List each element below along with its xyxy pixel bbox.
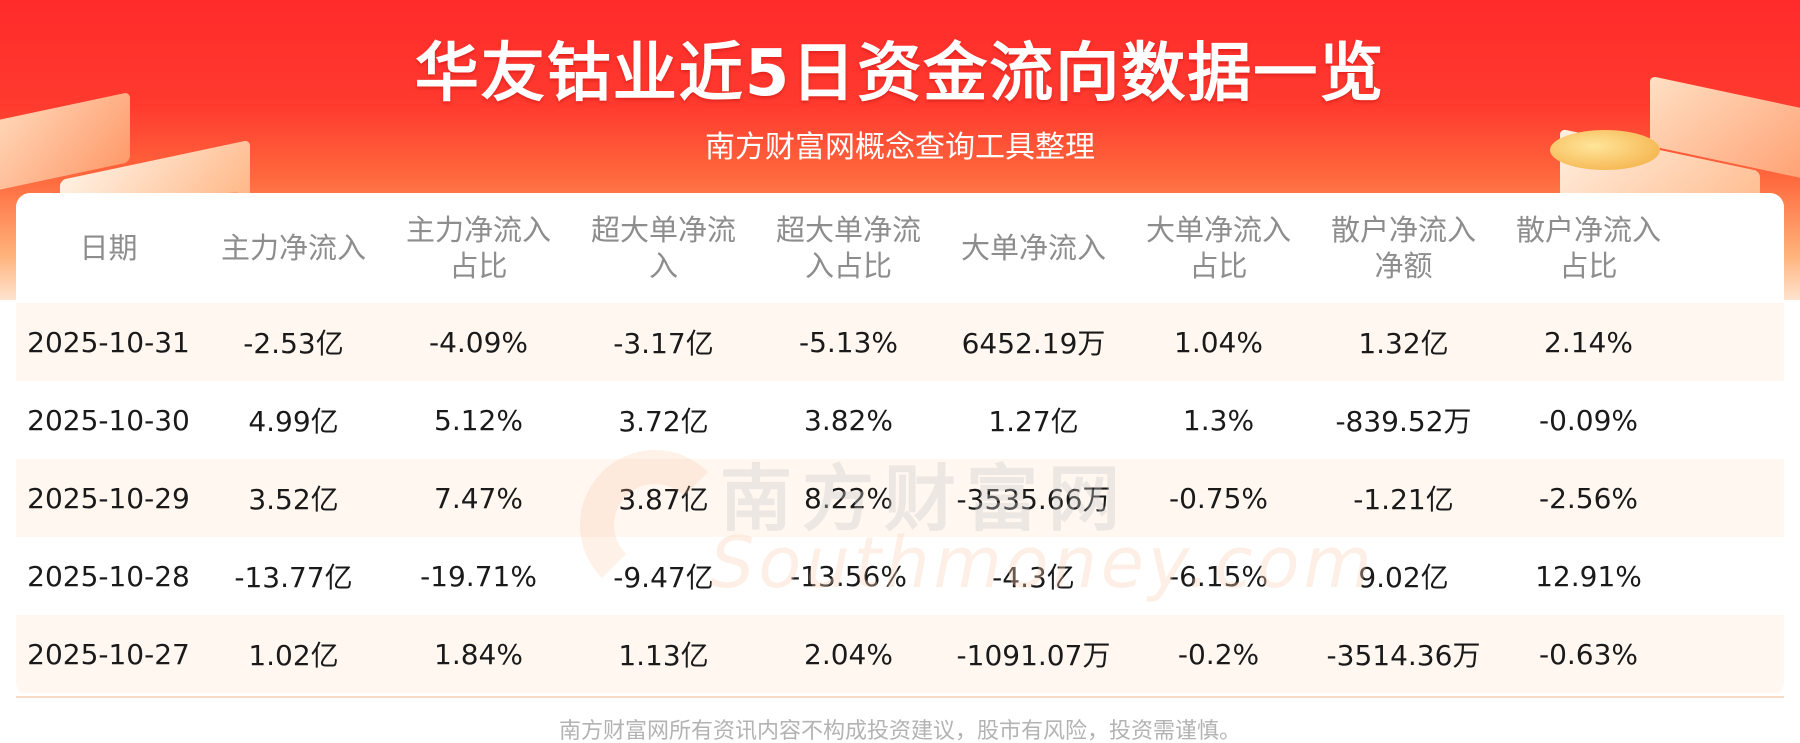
- cell-value: 2.04%: [804, 637, 893, 671]
- cell-value: 3.82%: [804, 403, 893, 437]
- table-row: 2025-10-28 -13.77亿 -19.71% -9.47亿 -13.56…: [16, 537, 1784, 615]
- cell-value: 6452.19万: [961, 327, 1106, 360]
- column-header-large-inflow: 大单净流入: [960, 231, 1106, 265]
- cell-date: 2025-10-31: [27, 325, 190, 359]
- cell-value: 3.72亿: [618, 405, 709, 438]
- column-header-main-ratio: 主力净流入 占比: [405, 213, 551, 283]
- footer-divider: [16, 696, 1784, 698]
- cell-value: 4.99亿: [248, 405, 339, 438]
- column-header-retail-ratio: 散户净流入 占比: [1515, 213, 1661, 283]
- cell-value: 1.32亿: [1358, 327, 1449, 360]
- cell-date: 2025-10-28: [27, 559, 190, 593]
- cell-value: -9.47亿: [613, 561, 714, 594]
- table-row: 2025-10-29 3.52亿 7.47% 3.87亿 8.22% -3535…: [16, 459, 1784, 537]
- cell-value: -3.17亿: [613, 327, 714, 360]
- column-header-xl-ratio: 超大单净流 入占比: [775, 213, 921, 283]
- cell-value: -13.56%: [790, 559, 907, 593]
- cell-value: -2.53亿: [243, 327, 344, 360]
- cell-date: 2025-10-27: [27, 637, 190, 671]
- cell-value: 1.27亿: [988, 405, 1079, 438]
- table-header: 日期 主力净流入 主力净流入 占比 超大单净流 入 超大单净流 入占比 大单净流…: [16, 193, 1784, 303]
- cell-value: -4.3亿: [992, 561, 1075, 594]
- cell-value: -839.52万: [1335, 405, 1472, 438]
- data-table-card: 日期 主力净流入 主力净流入 占比 超大单净流 入 超大单净流 入占比 大单净流…: [16, 193, 1784, 696]
- cell-value: 7.47%: [434, 481, 523, 515]
- cell-value: 1.3%: [1182, 403, 1255, 437]
- column-header-retail-net: 散户净流入 净额: [1330, 213, 1476, 283]
- cell-value: -5.13%: [798, 325, 899, 359]
- cell-date: 2025-10-30: [27, 403, 190, 437]
- page-title: 华友钴业近5日资金流向数据一览: [414, 37, 1386, 111]
- footer-disclaimer: 南方财富网所有资讯内容不构成投资建议，股市有风险，投资需谨慎。: [558, 719, 1241, 743]
- cell-date: 2025-10-29: [27, 481, 190, 515]
- page-subtitle: 南方财富网概念查询工具整理: [705, 130, 1095, 165]
- cell-value: -6.15%: [1168, 559, 1269, 593]
- cell-value: -19.71%: [420, 559, 537, 593]
- table-row: 2025-10-31 -2.53亿 -4.09% -3.17亿 -5.13% 6…: [16, 303, 1784, 381]
- cell-value: 3.87亿: [618, 483, 709, 516]
- column-header-xl-inflow: 超大单净流 入: [590, 213, 736, 283]
- cell-value: 1.02亿: [248, 639, 339, 672]
- gold-coin-icon: [1550, 130, 1660, 170]
- cell-value: -1.21亿: [1353, 483, 1454, 516]
- table-row: 2025-10-30 4.99亿 5.12% 3.72亿 3.82% 1.27亿…: [16, 381, 1784, 459]
- cell-value: -1091.07万: [956, 639, 1111, 672]
- table-row: 2025-10-27 1.02亿 1.84% 1.13亿 2.04% -1091…: [16, 615, 1784, 693]
- column-header-main-inflow: 主力净流入: [220, 231, 366, 265]
- cell-value: 8.22%: [804, 481, 893, 515]
- cell-value: -0.63%: [1538, 637, 1639, 671]
- column-header-large-ratio: 大单净流入 占比: [1145, 213, 1291, 283]
- cell-value: -4.09%: [428, 325, 529, 359]
- cell-value: 1.13亿: [618, 639, 709, 672]
- cell-value: -0.75%: [1168, 481, 1269, 515]
- cell-value: -3535.66万: [956, 483, 1111, 516]
- column-header-date: 日期: [79, 231, 138, 265]
- cell-value: 12.91%: [1535, 559, 1642, 593]
- cell-value: -0.2%: [1177, 637, 1260, 671]
- cell-value: -13.77亿: [234, 561, 353, 594]
- cell-value: -3514.36万: [1326, 639, 1481, 672]
- cell-value: 1.04%: [1174, 325, 1263, 359]
- cell-value: 1.84%: [434, 637, 523, 671]
- cell-value: 3.52亿: [248, 483, 339, 516]
- cell-value: 9.02亿: [1358, 561, 1449, 594]
- cell-value: 2.14%: [1544, 325, 1633, 359]
- cell-value: -2.56%: [1538, 481, 1639, 515]
- cell-value: 5.12%: [434, 403, 523, 437]
- cell-value: -0.09%: [1538, 403, 1639, 437]
